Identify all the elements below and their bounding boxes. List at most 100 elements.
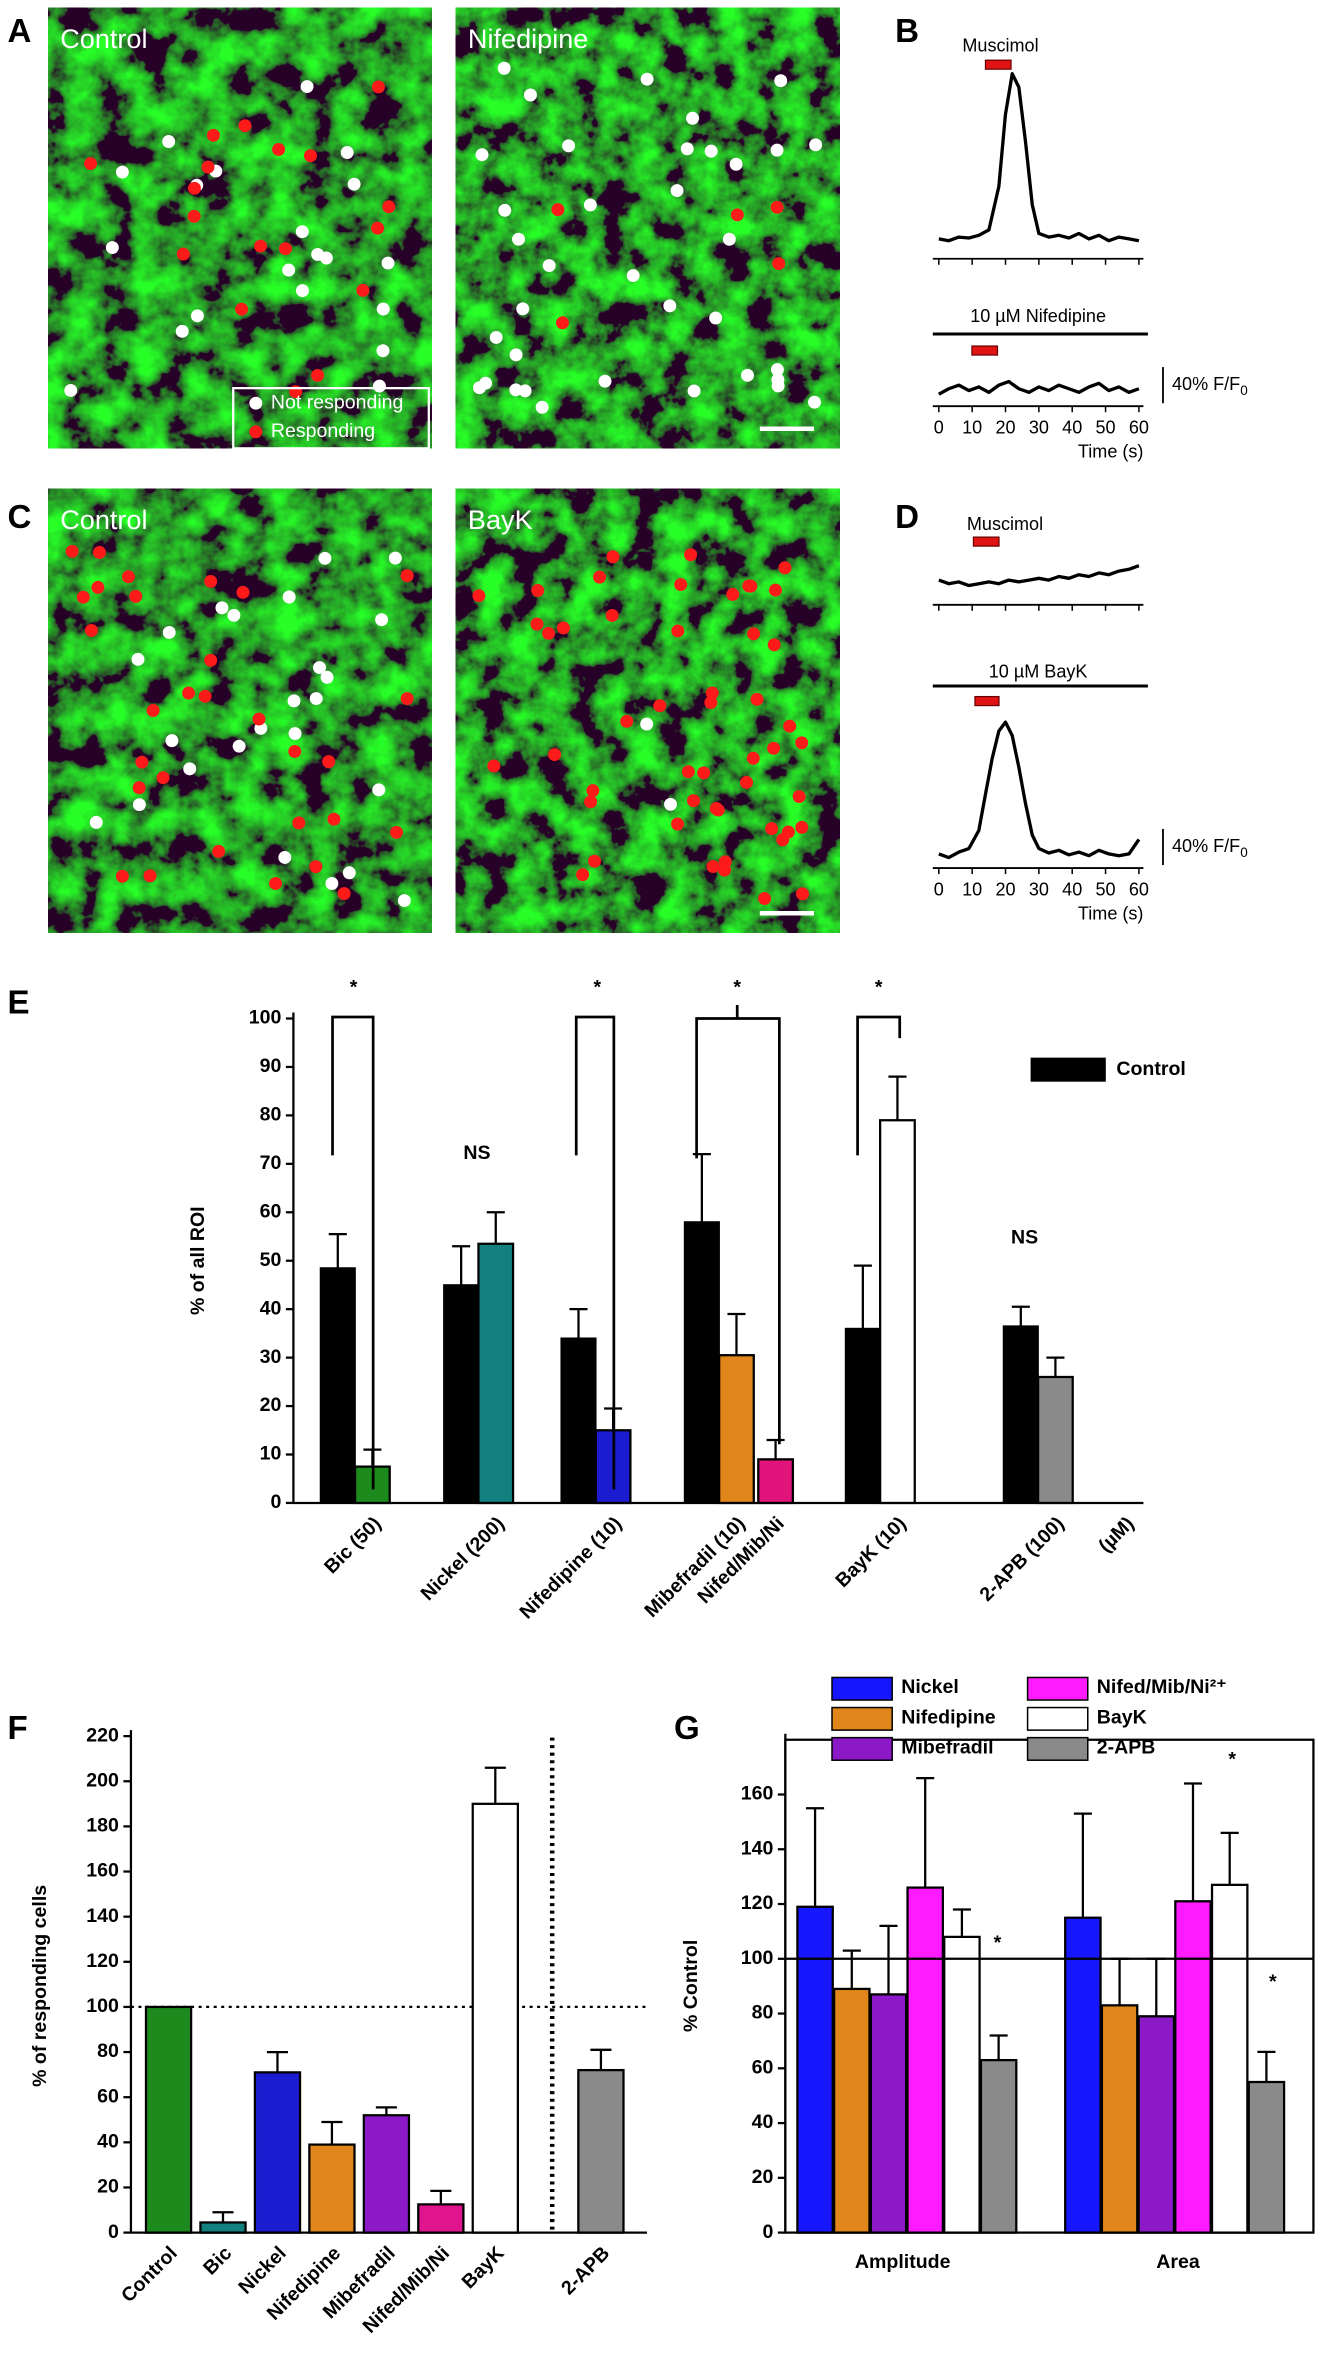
cell-not-responding <box>722 232 736 246</box>
cell-responding <box>487 759 501 773</box>
y-tick-label: 200 <box>86 1769 119 1791</box>
cell-responding <box>91 580 105 594</box>
legend-swatch <box>1026 1736 1089 1761</box>
cell-responding <box>84 157 98 171</box>
x-tick-label: 10 <box>962 418 982 438</box>
y-axis-label: % Control <box>680 1940 702 2032</box>
cell-responding <box>327 812 341 826</box>
annotation: * <box>594 977 602 999</box>
error-bar <box>1110 1957 1129 2006</box>
cell-not-responding <box>340 146 354 160</box>
cell-responding <box>747 627 761 641</box>
cell-responding <box>84 624 98 637</box>
error-bar <box>430 2189 452 2205</box>
cell-not-responding <box>664 797 678 811</box>
cell-responding <box>795 736 809 750</box>
cell-responding <box>400 692 414 706</box>
y-tick-label: 120 <box>741 1892 774 1914</box>
cell-not-responding <box>475 148 489 162</box>
cell-not-responding <box>320 670 334 684</box>
trace <box>938 564 1140 588</box>
cell-responding <box>235 302 249 316</box>
stimulus-bar <box>974 695 1000 707</box>
bar <box>1100 2004 1139 2234</box>
cell-responding <box>584 795 598 809</box>
y-tick-label: 220 <box>86 1724 119 1746</box>
cell-not-responding <box>663 299 677 313</box>
error-bar <box>806 1807 825 1907</box>
error-bar <box>452 1245 471 1285</box>
treatment-bar <box>879 1119 916 1505</box>
cell-not-responding <box>115 165 129 179</box>
significance-bracket <box>331 1015 375 1490</box>
bar <box>417 2203 465 2234</box>
micrograph <box>455 488 840 933</box>
x-tick-label: 2-APB (100) <box>975 1513 1068 1606</box>
cell-responding <box>772 257 786 271</box>
cell-responding <box>93 546 106 559</box>
cell-not-responding <box>162 625 176 639</box>
cell-not-responding <box>165 734 179 748</box>
cell-not-responding <box>687 384 701 398</box>
cell-not-responding <box>680 142 694 156</box>
error-bar <box>1220 1831 1239 1885</box>
bar <box>199 2221 247 2234</box>
x-tick-label: 20 <box>995 418 1015 438</box>
cell-responding <box>551 203 565 217</box>
cell-responding <box>201 160 215 174</box>
control-bar <box>560 1337 597 1504</box>
cell-responding <box>472 589 486 603</box>
legend-swatch <box>831 1676 893 1701</box>
control-bar <box>683 1221 720 1504</box>
panel-letter: C <box>8 499 32 536</box>
cell-responding <box>671 624 685 638</box>
cell-not-responding <box>282 590 296 604</box>
cell-responding <box>115 869 129 883</box>
cell-responding <box>76 590 90 604</box>
cell-responding <box>176 247 190 261</box>
cell-responding <box>304 149 317 163</box>
cell-responding <box>311 368 325 382</box>
y-tick-label: 10 <box>260 1443 282 1465</box>
legend-swatch <box>1026 1676 1089 1701</box>
cell-not-responding <box>535 400 549 414</box>
cell-responding <box>767 741 781 755</box>
cell-responding <box>768 583 782 597</box>
legend-label: BayK <box>1097 1706 1147 1728</box>
x-tick-label: Area <box>1156 2251 1200 2273</box>
cell-not-responding <box>288 727 302 741</box>
legend-swatch <box>831 1706 893 1731</box>
cell-responding <box>706 860 720 874</box>
y-tick-label: 0 <box>270 1491 281 1513</box>
y-tick-label: 100 <box>249 1007 282 1029</box>
y-tick-label: 20 <box>260 1394 282 1416</box>
subscript: 0 <box>1240 845 1248 860</box>
error-bar <box>1073 1812 1092 1918</box>
x-tick-label: Nifedipine (10) <box>516 1513 627 1624</box>
cell-responding <box>531 583 545 597</box>
cell-not-responding <box>686 111 699 125</box>
cell-not-responding <box>809 138 823 152</box>
cell-responding <box>744 579 758 593</box>
legend-swatch <box>1030 1057 1106 1082</box>
panel-letter: G <box>674 1710 700 1747</box>
y-tick-label: 120 <box>86 1950 119 1972</box>
x-tick-label: Amplitude <box>855 2251 951 2273</box>
error-bar <box>879 1924 898 1995</box>
error-bar <box>766 1438 785 1460</box>
cell-responding <box>204 653 218 667</box>
y-tick-label: 80 <box>260 1104 282 1126</box>
x-axis-label: Time (s) <box>1078 903 1144 923</box>
y-tick-label: 100 <box>741 1947 774 1969</box>
significance-bracket <box>574 1015 616 1490</box>
legend-label: Mibefradil <box>901 1736 993 1758</box>
y-tick-label: 90 <box>260 1055 282 1077</box>
cell-responding <box>750 692 764 706</box>
cell-not-responding <box>309 692 323 706</box>
cell-responding <box>143 869 157 883</box>
treatment-bar <box>477 1242 515 1505</box>
panel-letter: A <box>8 13 32 50</box>
cell-not-responding <box>162 135 176 148</box>
cell-responding <box>400 569 414 583</box>
